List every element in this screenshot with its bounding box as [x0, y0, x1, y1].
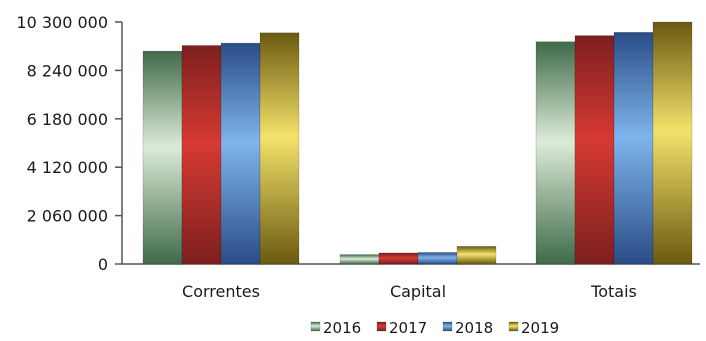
legend-swatch-2016 [310, 321, 321, 332]
bar-2018-totais [613, 32, 654, 265]
legend-label-2016: 2016 [323, 319, 361, 337]
chart-legend: 2016 2017 2018 2019 [310, 319, 559, 337]
x-category-label: Totais [590, 282, 637, 301]
bar-2019-totais [652, 21, 693, 265]
bar-2016-totais [535, 41, 576, 265]
bar-2016-correntes [142, 50, 183, 265]
bar-2017-totais [574, 35, 615, 265]
bar-2019-capital [456, 246, 497, 265]
legend-swatch-2019 [508, 321, 519, 332]
bar-2018-capital [417, 252, 458, 265]
legend-label-2017: 2017 [389, 319, 427, 337]
bar-2019-correntes [259, 32, 300, 265]
x-axis-categories: Correntes Capital Totais [182, 282, 637, 301]
bar-2017-capital [378, 252, 419, 265]
y-tick-label: 10 300 000 [16, 13, 108, 32]
y-tick-label: 2 060 000 [27, 207, 108, 226]
x-category-label: Capital [390, 282, 446, 301]
legend-label-2019: 2019 [521, 319, 559, 337]
y-tick-label: 8 240 000 [27, 61, 108, 80]
legend-swatch-2018 [442, 321, 453, 332]
legend-swatch-2017 [376, 321, 387, 332]
bar-2016-capital [339, 254, 380, 265]
bar-2017-correntes [181, 45, 222, 265]
y-tick-label: 4 120 000 [27, 158, 108, 177]
y-axis-ticks: 0 2 060 000 4 120 000 6 180 000 8 240 000 10 … [16, 13, 122, 274]
y-tick-label: 6 180 000 [27, 110, 108, 129]
bar-2018-correntes [220, 42, 261, 265]
y-tick-label: 0 [98, 255, 108, 274]
legend-label-2018: 2018 [455, 319, 493, 337]
x-category-label: Correntes [182, 282, 260, 301]
chart-bars [142, 21, 693, 265]
